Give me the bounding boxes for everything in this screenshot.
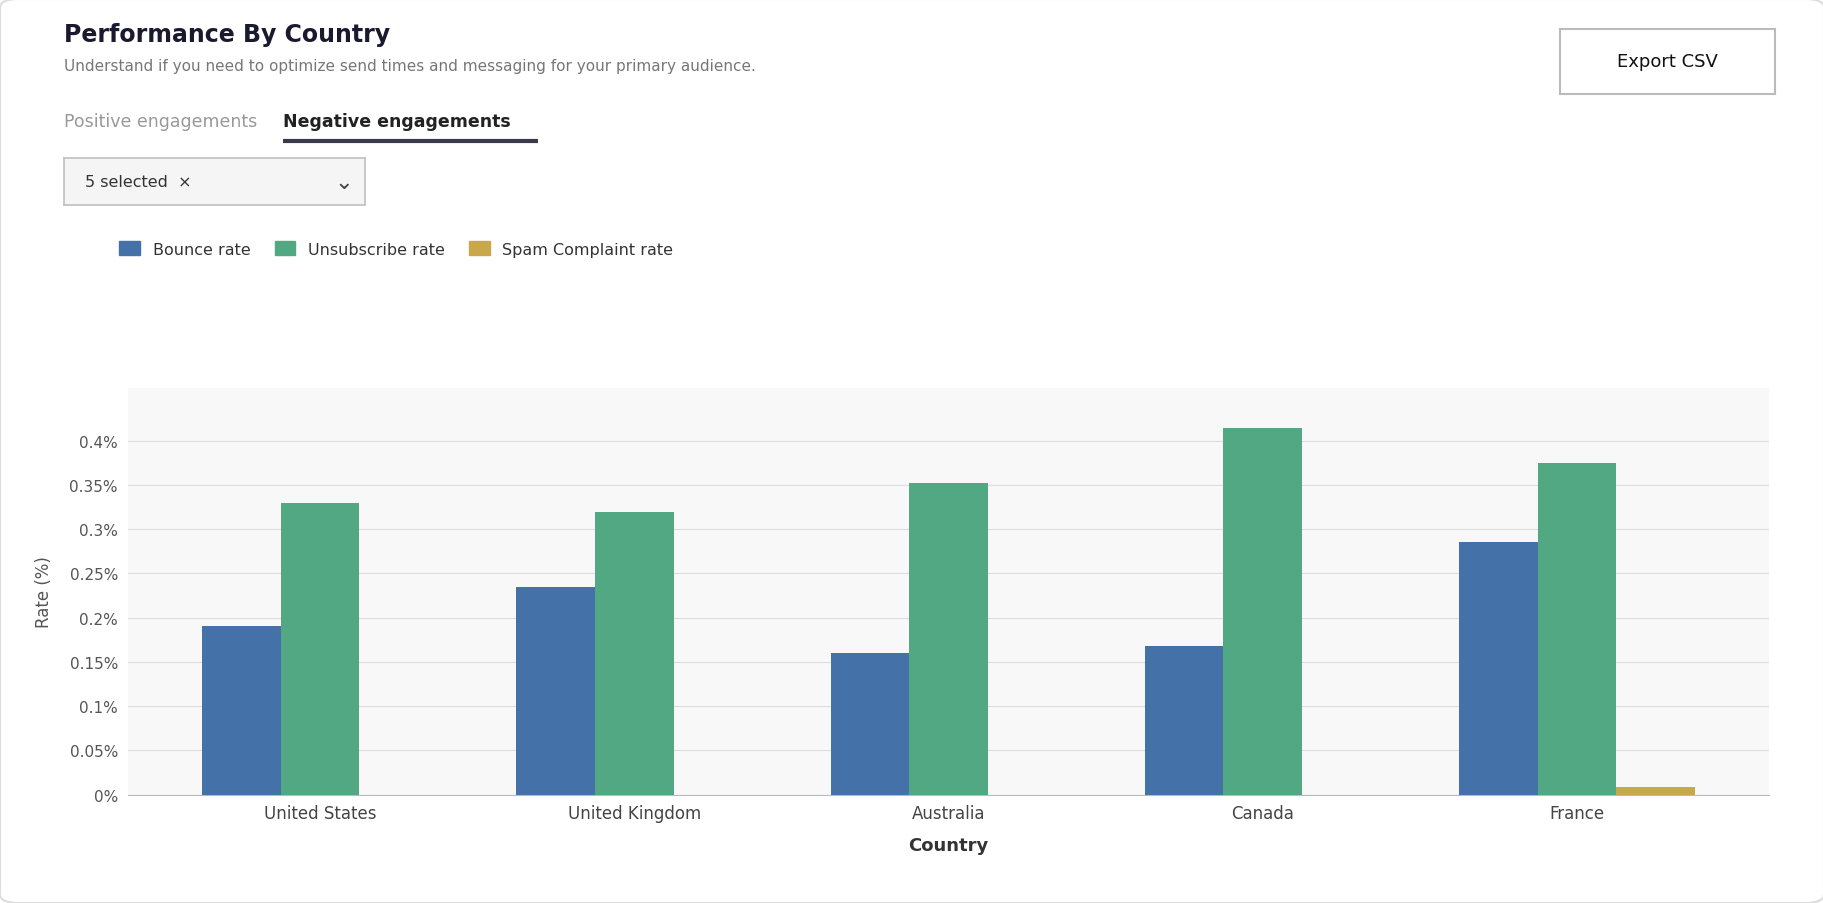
Text: Positive engagements: Positive engagements	[64, 113, 257, 131]
Text: Performance By Country: Performance By Country	[64, 23, 390, 47]
Text: Negative engagements: Negative engagements	[283, 113, 510, 131]
Bar	[1537, 463, 1615, 795]
Bar	[1145, 647, 1223, 795]
Bar	[516, 587, 594, 795]
Text: Export CSV: Export CSV	[1615, 53, 1717, 71]
Text: Understand if you need to optimize send times and messaging for your primary aud: Understand if you need to optimize send …	[64, 59, 755, 74]
Bar	[908, 484, 988, 795]
Y-axis label: Rate (%): Rate (%)	[35, 555, 53, 628]
Bar	[202, 627, 281, 795]
Text: 5 selected  ×: 5 selected ×	[86, 175, 191, 190]
Text: ⌄: ⌄	[334, 172, 354, 192]
Legend: Bounce rate, Unsubscribe rate, Spam Complaint rate: Bounce rate, Unsubscribe rate, Spam Comp…	[118, 242, 673, 257]
Bar	[1223, 428, 1302, 795]
Bar	[829, 653, 908, 795]
Bar	[594, 512, 673, 795]
Bar	[281, 503, 359, 795]
Bar	[1458, 543, 1537, 795]
Bar	[1615, 787, 1694, 795]
X-axis label: Country: Country	[908, 836, 988, 854]
